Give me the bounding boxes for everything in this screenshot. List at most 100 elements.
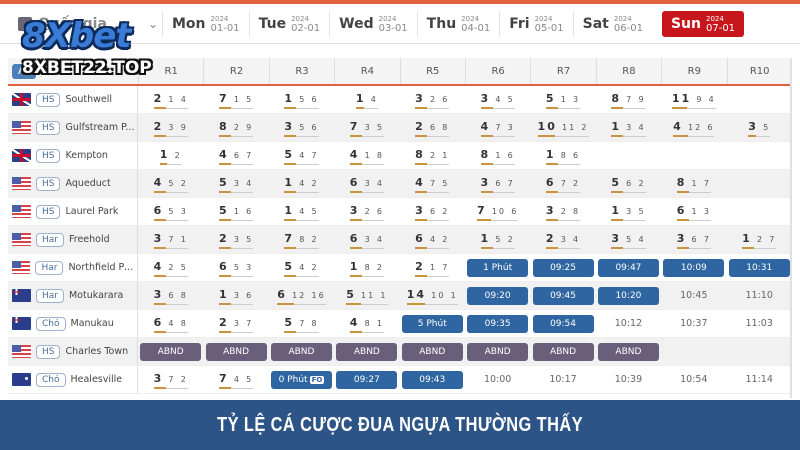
race-time-button[interactable]: 5 Phút [401, 314, 463, 333]
race-result-cell[interactable]: 4 7 5 [400, 170, 465, 197]
race-result-cell[interactable]: 3 7 1 [138, 226, 203, 253]
race-result-cell[interactable]: 5 4 7 [269, 142, 334, 169]
day-tab-fri[interactable]: Fri 2024 05-01 [499, 10, 572, 37]
race-time-button[interactable]: 10:09 [663, 258, 725, 277]
race-status-cell[interactable]: 1 Phút [465, 254, 530, 281]
race-result-cell[interactable]: 2 1 7 [400, 254, 465, 281]
race-result-cell[interactable]: 5 7 8 [269, 310, 334, 337]
race-result-cell[interactable]: 3 2 6 [400, 86, 465, 113]
race-result-cell[interactable]: 3 6 8 [138, 282, 203, 309]
track-cell[interactable]: HS Kempton [8, 142, 138, 169]
race-result-cell[interactable]: 1 3 5 [596, 198, 661, 225]
race-time-button[interactable]: 0 Phút FO [270, 370, 332, 389]
race-result-cell[interactable]: 4 7 3 [465, 114, 530, 141]
race-status-cell[interactable]: ABND [596, 338, 661, 365]
race-result-cell[interactable]: 4 5 2 [138, 170, 203, 197]
race-result-cell[interactable]: 6 3 4 [334, 170, 399, 197]
race-time-button[interactable]: 1 Phút [467, 258, 529, 277]
race-time-cell[interactable]: 11:14 [727, 366, 792, 393]
track-cell[interactable]: HS Gulfstream P... [8, 114, 138, 141]
race-status-cell[interactable]: 09:27 [334, 366, 399, 393]
race-result-cell[interactable]: 3 2 8 [530, 198, 595, 225]
race-result-cell[interactable]: 3 7 2 [138, 366, 203, 393]
race-result-cell[interactable]: 1 8 6 [530, 142, 595, 169]
abandoned-badge[interactable]: ABND [336, 342, 398, 361]
race-time-button[interactable]: 10:20 [597, 286, 659, 305]
day-tab-wed[interactable]: Wed 2024 03-01 [329, 10, 417, 37]
race-status-cell[interactable]: 09:25 [530, 254, 595, 281]
abandoned-badge[interactable]: ABND [401, 342, 463, 361]
race-time-cell[interactable]: 11:03 [727, 310, 792, 337]
race-time-cell[interactable]: 11:10 [727, 282, 792, 309]
race-time-button[interactable]: 09:20 [467, 286, 529, 305]
race-status-cell[interactable]: ABND [400, 338, 465, 365]
race-result-cell[interactable]: 3 4 5 [465, 86, 530, 113]
race-result-cell[interactable]: 6 4 8 [138, 310, 203, 337]
race-status-cell[interactable]: 09:47 [596, 254, 661, 281]
race-status-cell[interactable]: ABND [203, 338, 268, 365]
race-status-cell[interactable]: 0 Phút FO [269, 366, 334, 393]
all-filter-button[interactable]: All [12, 63, 37, 79]
track-cell[interactable]: HS Aqueduct [8, 170, 138, 197]
abandoned-badge[interactable]: ABND [140, 342, 202, 361]
race-time-button[interactable]: 09:45 [532, 286, 594, 305]
race-status-cell[interactable]: 09:20 [465, 282, 530, 309]
race-result-cell[interactable]: 6 5 3 [138, 198, 203, 225]
abandoned-badge[interactable]: ABND [467, 342, 529, 361]
race-result-cell[interactable]: 5 1 6 [203, 198, 268, 225]
race-status-cell[interactable]: ABND [138, 338, 203, 365]
race-result-cell[interactable]: 7 8 2 [269, 226, 334, 253]
race-time-cell[interactable]: 10:39 [596, 366, 661, 393]
track-cell[interactable]: Chó Manukau [8, 310, 138, 337]
race-time-button[interactable]: 10:31 [728, 258, 790, 277]
race-result-cell[interactable]: 3 5 6 [269, 114, 334, 141]
race-status-cell[interactable]: 09:35 [465, 310, 530, 337]
table-scrollbar[interactable] [790, 58, 792, 398]
race-status-cell[interactable]: 09:54 [530, 310, 595, 337]
race-result-cell[interactable]: 1 3 4 [596, 114, 661, 141]
race-result-cell[interactable]: 2 1 4 [138, 86, 203, 113]
race-result-cell[interactable]: 7 10 6 [465, 198, 530, 225]
race-result-cell[interactable]: 7 3 5 [334, 114, 399, 141]
race-time-cell[interactable]: 10:12 [596, 310, 661, 337]
race-result-cell[interactable]: 6 5 3 [203, 254, 268, 281]
race-result-cell[interactable]: 2 3 9 [138, 114, 203, 141]
race-result-cell[interactable]: 3 5 [727, 114, 792, 141]
race-result-cell[interactable]: 4 2 5 [138, 254, 203, 281]
race-result-cell[interactable]: 4 8 1 [334, 310, 399, 337]
race-result-cell[interactable]: 7 4 5 [203, 366, 268, 393]
race-result-cell[interactable]: 6 4 2 [400, 226, 465, 253]
race-result-cell[interactable]: 3 5 4 [596, 226, 661, 253]
race-result-cell[interactable]: 4 1 8 [334, 142, 399, 169]
race-result-cell[interactable]: 6 1 3 [661, 198, 726, 225]
track-cell[interactable]: Har Motukarara [8, 282, 138, 309]
abandoned-badge[interactable]: ABND [597, 342, 659, 361]
race-result-cell[interactable]: 5 1 3 [530, 86, 595, 113]
track-cell[interactable]: Har Northfield Park [8, 254, 138, 281]
race-result-cell[interactable]: 1 4 [334, 86, 399, 113]
race-result-cell[interactable]: 8 2 1 [400, 142, 465, 169]
race-time-button[interactable]: 09:35 [467, 314, 529, 333]
race-time-button[interactable]: 09:54 [532, 314, 594, 333]
region-select[interactable]: Quốc gia ⌄ [12, 9, 162, 39]
race-result-cell[interactable]: 14 10 1 [400, 282, 465, 309]
race-result-cell[interactable]: 2 3 5 [203, 226, 268, 253]
race-status-cell[interactable]: 5 Phút [400, 310, 465, 337]
race-result-cell[interactable]: 2 3 7 [203, 310, 268, 337]
day-tab-sat[interactable]: Sat 2024 06-01 [572, 10, 652, 37]
race-result-cell[interactable]: 6 12 16 [269, 282, 334, 309]
race-result-cell[interactable]: 3 2 6 [334, 198, 399, 225]
race-result-cell[interactable]: 1 3 6 [203, 282, 268, 309]
race-status-cell[interactable]: ABND [530, 338, 595, 365]
race-result-cell[interactable]: 1 4 2 [269, 170, 334, 197]
race-result-cell[interactable]: 1 2 7 [727, 226, 792, 253]
race-time-cell[interactable]: 10:00 [465, 366, 530, 393]
race-time-button[interactable]: 09:43 [401, 370, 463, 389]
race-result-cell[interactable]: 3 6 7 [465, 170, 530, 197]
race-result-cell[interactable]: 8 2 9 [203, 114, 268, 141]
race-result-cell[interactable]: 5 4 2 [269, 254, 334, 281]
race-time-button[interactable]: 09:25 [532, 258, 594, 277]
race-result-cell[interactable]: 2 6 8 [400, 114, 465, 141]
track-cell[interactable]: Chó Healesville [8, 366, 138, 393]
day-tab-tue[interactable]: Tue 2024 02-01 [248, 10, 330, 37]
